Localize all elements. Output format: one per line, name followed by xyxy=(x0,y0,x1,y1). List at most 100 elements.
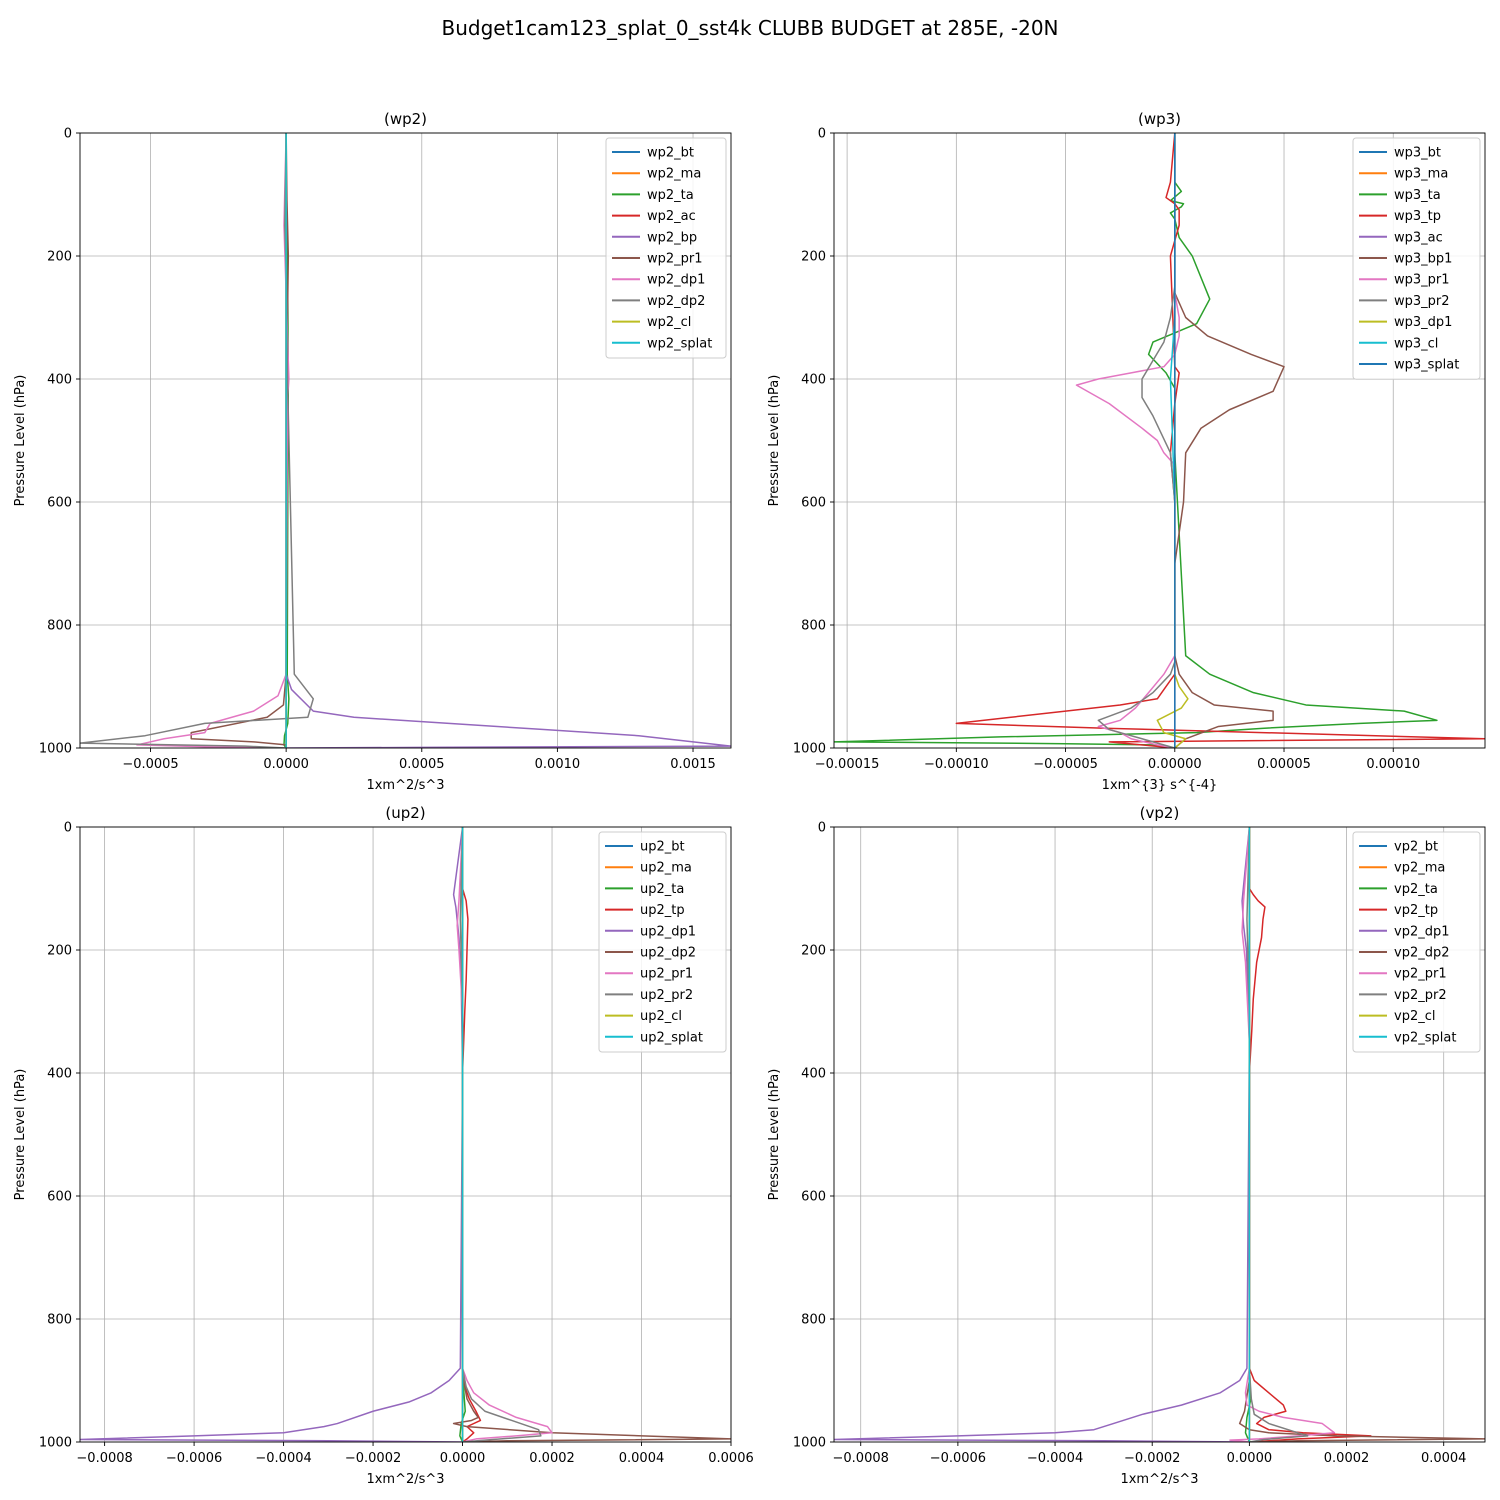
legend-label: vp2_dp2 xyxy=(1394,946,1450,961)
y-tick-label: 400 xyxy=(47,373,72,388)
legend: up2_bt up2_ma up2_ta up2_tp up2_dp1 up2_dp2up… xyxy=(598,831,727,1053)
series-group xyxy=(80,133,731,748)
series-line-wp2_dp1 xyxy=(136,133,290,748)
x-axis-label: 1xm^2/s^3 xyxy=(1120,1472,1198,1487)
y-tick-label: 200 xyxy=(47,944,72,959)
x-tick-label: 0.0002 xyxy=(529,1451,575,1466)
legend-label: wp3_tp xyxy=(1394,209,1441,224)
y-tick-label: 200 xyxy=(47,250,72,265)
x-tick-label: −0.0006 xyxy=(166,1451,222,1466)
legend-label: wp3_pr2 xyxy=(1394,294,1450,309)
x-tick-label: −0.0006 xyxy=(930,1451,986,1466)
y-axis-label: Pressure Level (hPa) xyxy=(13,1069,28,1201)
y-axis-label: Pressure Level (hPa) xyxy=(767,1069,782,1201)
axes-frame xyxy=(833,826,1486,1443)
x-tick-label: −0.0008 xyxy=(833,1451,889,1466)
axes-frame xyxy=(833,132,1486,749)
chart-panel-0: −0.0005 0.0000 0.0005 0.0010 0.0015 0 200 400 60… xyxy=(13,110,732,793)
y-axis-label: Pressure Level (hPa) xyxy=(767,375,782,507)
x-tick-label: 0.0015 xyxy=(670,757,716,772)
chart-panel-3: −0.0008 −0.0006 −0.0004 −0.0002 0.0000 0.0002… xyxy=(767,804,1486,1487)
legend-box xyxy=(1352,831,1481,1053)
series-line-wp3_dp1 xyxy=(1156,133,1189,748)
series-line-wp3_bp1 xyxy=(1174,133,1285,748)
x-tick-label: 0.0005 xyxy=(399,757,445,772)
legend-label: up2_dp1 xyxy=(640,924,696,939)
legend: vp2_bt vp2_ma vp2_ta vp2_tp vp2_dp1 vp2_dp2vp… xyxy=(1352,831,1481,1053)
legend-label: vp2_pr2 xyxy=(1394,988,1447,1003)
x-tick-label: −0.0002 xyxy=(345,1451,401,1466)
x-tick-label: 0.0000 xyxy=(1227,1451,1273,1466)
legend-label: wp2_pr1 xyxy=(647,252,703,267)
x-tick-label: 0.0004 xyxy=(619,1451,665,1466)
y-tick-label: 400 xyxy=(801,1067,826,1082)
x-tick-label: −0.00010 xyxy=(924,757,989,772)
panel-title: (vp2) xyxy=(1140,804,1180,822)
x-tick-label: 0.0006 xyxy=(708,1451,754,1466)
axes-frame xyxy=(79,826,732,1443)
x-tick-label: 0.0010 xyxy=(535,757,581,772)
legend-label: up2_tp xyxy=(640,903,685,918)
y-tick-label: 800 xyxy=(47,619,72,634)
x-tick-label: 0.0002 xyxy=(1324,1451,1370,1466)
x-tick-label: 0.00010 xyxy=(1366,757,1420,772)
series-group xyxy=(834,133,1485,748)
legend-label: up2_splat xyxy=(640,1030,703,1045)
legend-label: wp3_bp1 xyxy=(1394,252,1452,267)
legend-label: vp2_cl xyxy=(1394,1009,1435,1024)
y-tick-label: 0 xyxy=(64,127,72,142)
legend-box xyxy=(1352,137,1481,380)
y-tick-label: 600 xyxy=(47,496,72,511)
legend-label: wp2_dp1 xyxy=(647,273,705,288)
legend-label: vp2_dp1 xyxy=(1394,924,1450,939)
series-line-wp3_pr1 xyxy=(1075,133,1180,748)
x-axis-label: 1xm^{3} s^{-4} xyxy=(1102,778,1218,793)
x-tick-label: −0.00005 xyxy=(1033,757,1098,772)
series-line-up2_dp2 xyxy=(452,827,731,1442)
y-tick-label: 1000 xyxy=(39,1436,72,1451)
figure-title: Budget1cam123_splat_0_sst4k CLUBB BUDGET… xyxy=(441,16,1059,40)
legend-label: vp2_bt xyxy=(1394,840,1438,855)
series-line-wp2_bp xyxy=(285,133,731,748)
y-tick-label: 0 xyxy=(818,127,826,142)
y-tick-label: 200 xyxy=(801,944,826,959)
legend-label: wp3_pr1 xyxy=(1394,273,1450,288)
y-tick-label: 200 xyxy=(801,250,826,265)
series-line-up2_dp1 xyxy=(80,827,464,1442)
legend-label: wp3_bt xyxy=(1394,146,1441,161)
legend-label: wp3_ma xyxy=(1394,167,1448,182)
legend: wp2_bt wp2_ma wp2_ta wp2_ac wp2_bp wp2_pr1 wp2… xyxy=(605,137,727,359)
x-axis-label: 1xm^2/s^3 xyxy=(366,1472,444,1487)
x-tick-label: 0.0000 xyxy=(263,757,309,772)
panel-title: (wp2) xyxy=(384,110,427,128)
x-tick-label: −0.0004 xyxy=(255,1451,311,1466)
panel-title: (up2) xyxy=(385,804,425,822)
series-line-vp2_dp1 xyxy=(834,827,1251,1442)
legend-label: wp2_ma xyxy=(647,167,701,182)
legend-label: up2_pr2 xyxy=(640,988,693,1003)
y-tick-label: 600 xyxy=(47,1190,72,1205)
legend-box xyxy=(598,831,727,1053)
y-tick-label: 600 xyxy=(801,496,826,511)
y-tick-label: 0 xyxy=(818,821,826,836)
series-line-wp3_pr2 xyxy=(1097,133,1176,748)
x-tick-label: 0.0004 xyxy=(1421,1451,1467,1466)
legend-label: wp2_splat xyxy=(647,336,712,351)
legend-label: wp3_dp1 xyxy=(1394,315,1452,330)
chart-panel-2: −0.0008 −0.0006 −0.0004 −0.0002 0.0000 0.0002… xyxy=(13,804,754,1487)
panel-title: (wp3) xyxy=(1138,110,1181,128)
legend-label: vp2_pr1 xyxy=(1394,967,1447,982)
legend-label: up2_bt xyxy=(640,840,685,855)
legend-label: up2_ma xyxy=(640,861,692,876)
y-tick-label: 800 xyxy=(47,1313,72,1328)
y-tick-label: 600 xyxy=(801,1190,826,1205)
y-tick-label: 400 xyxy=(47,1067,72,1082)
y-tick-label: 400 xyxy=(801,373,826,388)
legend-label: wp2_bp xyxy=(647,230,697,245)
y-axis-label: Pressure Level (hPa) xyxy=(13,375,28,507)
series-line-wp3_ta xyxy=(834,133,1438,748)
y-tick-label: 800 xyxy=(801,619,826,634)
series-line-up2_pr2 xyxy=(459,827,542,1442)
y-tick-label: 1000 xyxy=(793,742,826,757)
